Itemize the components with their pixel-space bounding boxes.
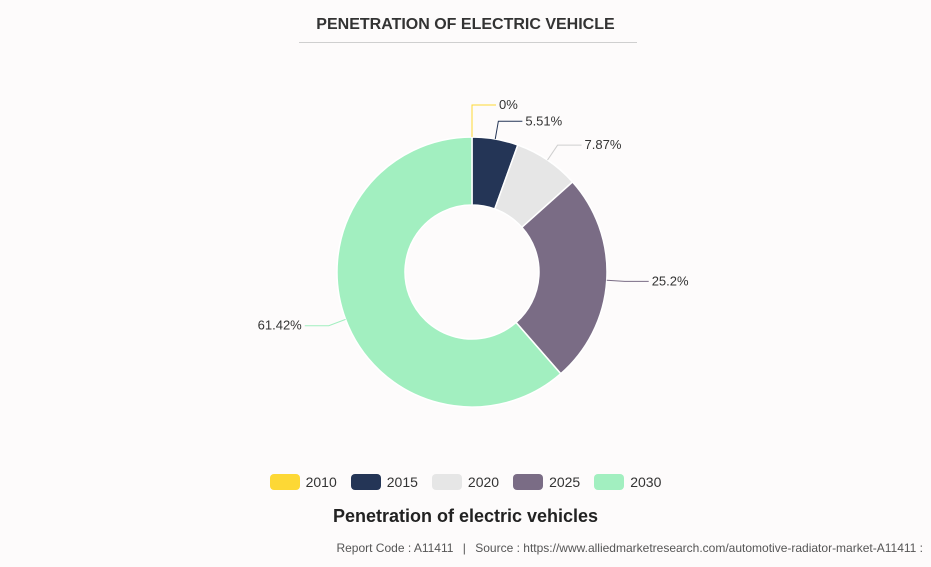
data-label-2010: 0%	[499, 97, 518, 112]
legend-label: 2010	[305, 474, 337, 490]
chart-caption: Penetration of electric vehicles	[332, 506, 599, 526]
title-underline	[299, 42, 637, 43]
legend-item-2025[interactable]: 2025	[513, 474, 580, 490]
chart-title: PENETRATION OF ELECTRIC VEHICLE	[316, 16, 615, 33]
donut-chart: 0% 5.51% 7.87% 25.2% 61.42%	[258, 97, 689, 408]
legend: 2010 2015 2020 2025 2030	[0, 474, 931, 490]
data-label-2025: 25.2%	[652, 273, 689, 288]
report-code: Report Code : A11411	[336, 541, 454, 555]
legend-item-2015[interactable]: 2015	[350, 474, 418, 490]
label-line-2020	[547, 144, 582, 161]
legend-swatch	[431, 474, 462, 490]
legend-item-2010[interactable]: 2010	[269, 474, 337, 490]
legend-item-2030[interactable]: 2030	[594, 474, 661, 490]
source-link[interactable]: Source : https://www.alliedmarketresearc…	[475, 541, 923, 555]
legend-swatch	[594, 474, 625, 490]
legend-swatch	[513, 474, 544, 490]
legend-item-2020[interactable]: 2020	[431, 474, 500, 490]
legend-label: 2020	[467, 474, 500, 490]
label-line-2010	[471, 104, 496, 137]
footer-separator: |	[462, 541, 466, 555]
label-line-2030	[304, 318, 346, 327]
label-line-2015	[494, 120, 523, 140]
label-group: 0% 5.51% 7.87% 25.2% 61.42%	[258, 97, 689, 333]
label-line-2025	[606, 279, 649, 282]
slice-2030[interactable]	[336, 136, 562, 408]
slice-group	[336, 136, 608, 408]
data-label-2015: 5.51%	[525, 113, 562, 128]
footer: Report Code : A11411 | Source : https://…	[336, 541, 923, 555]
legend-swatch	[269, 474, 300, 490]
legend-label: 2030	[630, 474, 662, 490]
legend-label: 2015	[386, 474, 418, 490]
slice-2025[interactable]	[514, 180, 608, 375]
legend-swatch	[350, 474, 381, 490]
data-label-2020: 7.87%	[585, 137, 622, 152]
data-label-2030: 61.42%	[258, 318, 303, 333]
legend-label: 2025	[549, 474, 581, 490]
